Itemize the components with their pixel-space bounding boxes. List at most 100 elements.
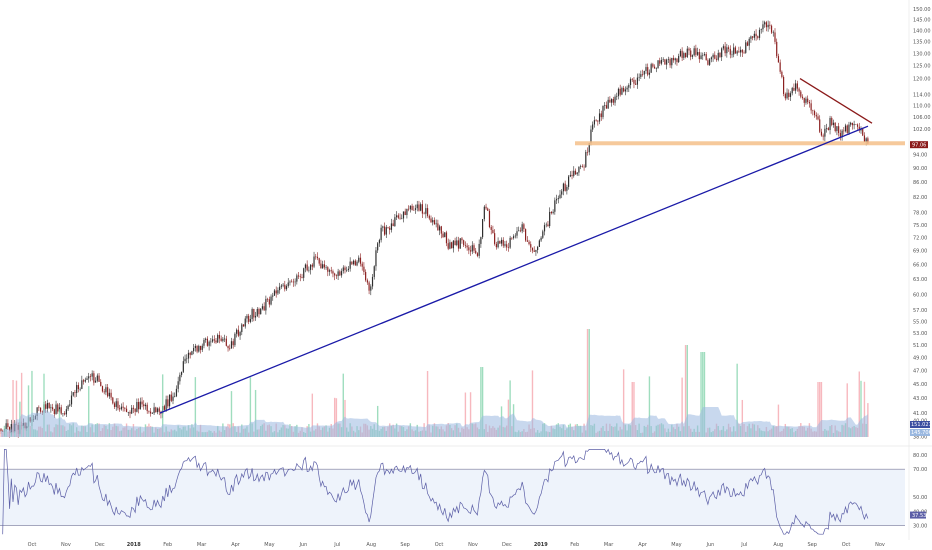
candle-body <box>623 87 625 92</box>
price-tick-label: 49.00 <box>913 355 927 361</box>
candle-body <box>461 238 463 241</box>
candle-body <box>597 120 599 122</box>
candle-body <box>824 128 826 137</box>
volume-bar <box>12 380 14 437</box>
candle-body <box>203 339 205 346</box>
candle-body <box>272 295 274 297</box>
candle-body <box>605 105 608 109</box>
current-price-label: 97.06 <box>912 142 926 148</box>
candle-body <box>375 250 377 267</box>
candle-body <box>731 54 733 56</box>
candle-body <box>671 57 673 66</box>
volume-bar <box>43 373 45 437</box>
candle-body <box>125 408 128 413</box>
candle-body <box>210 341 212 343</box>
candle-body <box>373 266 375 277</box>
candle-body <box>826 128 828 129</box>
candle-body <box>848 124 850 133</box>
candle-body <box>335 275 337 277</box>
candle-body <box>770 25 773 33</box>
candle-body <box>693 48 695 56</box>
candle-body <box>829 118 831 130</box>
candle-body <box>251 309 253 320</box>
candle-body <box>10 424 12 434</box>
candle-body <box>786 92 788 99</box>
candle-body <box>337 271 339 277</box>
time-tick-label: Nov <box>875 542 885 548</box>
candle-body <box>175 388 178 397</box>
candle-body <box>855 124 857 125</box>
candle-body <box>65 409 67 415</box>
candle-body <box>844 125 847 132</box>
candle-body <box>244 318 246 327</box>
volume-bar <box>820 382 823 437</box>
candle-body <box>428 215 430 219</box>
candle-body <box>488 210 491 228</box>
candle-body <box>641 74 644 75</box>
candle-body <box>385 227 387 235</box>
candle-body <box>681 50 683 58</box>
volume-bar <box>426 371 429 437</box>
candle-body <box>366 280 368 283</box>
candle-body <box>115 401 117 407</box>
volume-sub-badge <box>910 429 930 436</box>
candle-body <box>516 231 518 236</box>
trendline-ascending-support[interactable] <box>159 125 869 414</box>
candle-body <box>561 191 563 195</box>
candle-body <box>165 399 167 410</box>
candle-body <box>208 341 210 346</box>
candle-body <box>863 135 866 142</box>
candle-body <box>237 329 239 336</box>
price-tick-label: 86.00 <box>913 180 927 186</box>
volume-panel <box>0 329 869 437</box>
trendline-descending-resistance[interactable] <box>799 78 873 124</box>
candle-body <box>617 88 620 97</box>
price-tick-label: 120.00 <box>913 76 931 82</box>
candle-body <box>678 56 680 63</box>
candle-body <box>308 269 310 271</box>
candle-body <box>409 205 411 210</box>
price-axis[interactable]: 150.00 145.00 140.00 135.00 130.00 125.00 120.… <box>908 0 932 540</box>
candle-body <box>406 208 408 215</box>
candle-body <box>531 247 534 251</box>
candle-body <box>624 89 626 92</box>
candle-body <box>323 264 325 268</box>
time-tick-label: Apr <box>231 542 241 548</box>
candle-body <box>471 245 473 252</box>
candle-body <box>199 345 202 350</box>
candle-body <box>482 219 484 238</box>
candle-body <box>76 385 78 394</box>
candle-body <box>758 29 761 38</box>
candle-body <box>858 126 860 131</box>
time-tick-label: Jul <box>333 542 340 548</box>
candle-body <box>351 261 353 265</box>
candle-body <box>719 52 721 58</box>
candle-body <box>635 83 637 85</box>
candle-body <box>554 200 556 212</box>
candle-body <box>332 271 334 274</box>
candle-body <box>198 345 200 352</box>
candle-body <box>791 87 793 94</box>
candle-body <box>218 334 221 339</box>
volume-bar <box>858 371 860 437</box>
candle-body <box>242 324 245 327</box>
candle-body <box>132 407 135 409</box>
candle-body <box>413 209 415 211</box>
candle-body <box>580 166 582 167</box>
price-tick-label: 51.00 <box>913 343 927 349</box>
candle-body <box>103 391 105 393</box>
time-axis[interactable]: Oct Nov Dec 2018 Feb Mar Apr May Jun Jul Aug Sep Oct… <box>28 542 885 548</box>
time-tick-label: Apr <box>638 542 648 548</box>
candle-body <box>404 211 406 215</box>
candle-body <box>466 245 468 248</box>
candle-body <box>846 125 848 133</box>
candle-body <box>767 24 769 28</box>
candle-body <box>569 174 571 177</box>
time-tick-label: Sep <box>400 542 409 548</box>
volume-bar <box>464 392 467 437</box>
candle-body <box>831 118 833 125</box>
candle-body <box>571 174 573 176</box>
volume-bar <box>335 398 338 437</box>
candle-body <box>168 394 171 407</box>
